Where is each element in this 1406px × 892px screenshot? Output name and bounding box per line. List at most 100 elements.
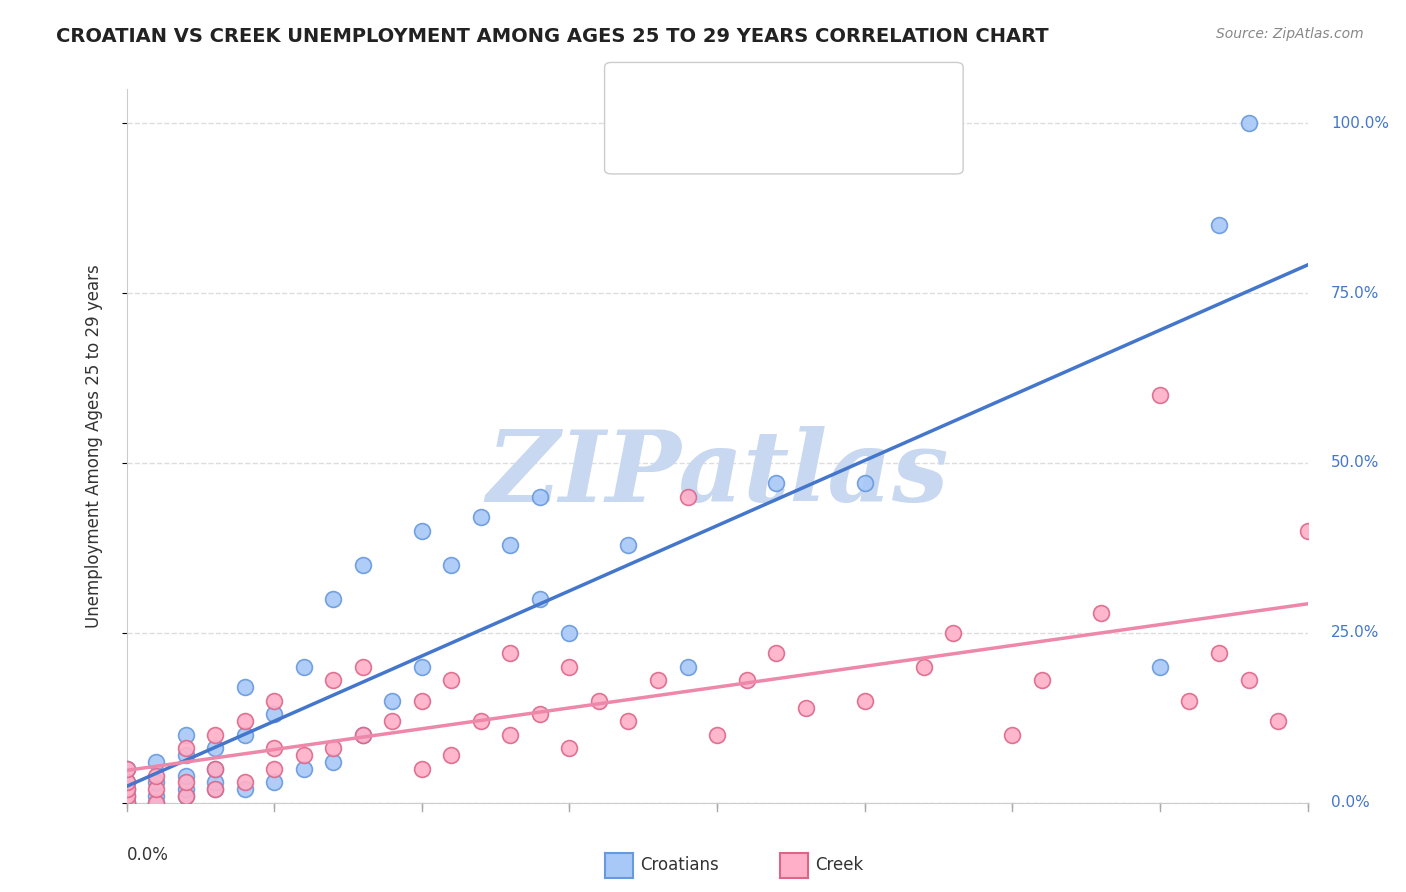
Point bbox=[352, 728, 374, 742]
Point bbox=[174, 748, 197, 763]
Point bbox=[204, 775, 226, 789]
Point bbox=[233, 680, 256, 694]
Point bbox=[470, 510, 492, 524]
Point bbox=[381, 714, 404, 729]
Point bbox=[558, 660, 581, 674]
Point bbox=[115, 775, 138, 789]
Text: Creek: Creek bbox=[815, 856, 863, 874]
Point bbox=[204, 782, 226, 797]
Point bbox=[115, 775, 138, 789]
Point bbox=[558, 741, 581, 756]
Point bbox=[794, 700, 817, 714]
Point bbox=[529, 707, 551, 722]
Text: 100.0%: 100.0% bbox=[1331, 116, 1389, 131]
Point bbox=[115, 762, 138, 776]
Point bbox=[440, 673, 463, 688]
Point bbox=[1001, 728, 1024, 742]
Text: R = 0.466   N = 55: R = 0.466 N = 55 bbox=[665, 126, 835, 144]
Point bbox=[499, 728, 522, 742]
Point bbox=[115, 796, 138, 810]
Point bbox=[115, 789, 138, 803]
Point bbox=[322, 591, 344, 606]
Point bbox=[233, 782, 256, 797]
Point bbox=[529, 591, 551, 606]
Point bbox=[706, 728, 728, 742]
Point bbox=[204, 741, 226, 756]
Y-axis label: Unemployment Among Ages 25 to 29 years: Unemployment Among Ages 25 to 29 years bbox=[84, 264, 103, 628]
Point bbox=[558, 626, 581, 640]
Point bbox=[381, 694, 404, 708]
Point bbox=[115, 762, 138, 776]
Point bbox=[617, 714, 640, 729]
Point bbox=[174, 769, 197, 783]
Point bbox=[1149, 660, 1171, 674]
Point bbox=[174, 775, 197, 789]
Point bbox=[499, 646, 522, 660]
Point bbox=[263, 694, 285, 708]
Point bbox=[1090, 606, 1112, 620]
Point bbox=[1208, 218, 1230, 232]
Text: 0.0%: 0.0% bbox=[127, 846, 169, 863]
Point bbox=[942, 626, 965, 640]
Point bbox=[145, 789, 167, 803]
Point bbox=[233, 775, 256, 789]
Text: 75.0%: 75.0% bbox=[1331, 285, 1379, 301]
Text: CROATIAN VS CREEK UNEMPLOYMENT AMONG AGES 25 TO 29 YEARS CORRELATION CHART: CROATIAN VS CREEK UNEMPLOYMENT AMONG AGE… bbox=[56, 27, 1049, 45]
Point bbox=[145, 782, 167, 797]
Point bbox=[115, 782, 138, 797]
Point bbox=[174, 789, 197, 803]
Point bbox=[765, 646, 787, 660]
Text: 25.0%: 25.0% bbox=[1331, 625, 1379, 640]
Point bbox=[853, 476, 876, 491]
Point bbox=[352, 558, 374, 572]
Point bbox=[263, 741, 285, 756]
Point bbox=[1237, 673, 1260, 688]
Text: ZIPatlas: ZIPatlas bbox=[486, 426, 948, 523]
Point bbox=[233, 714, 256, 729]
Point bbox=[617, 537, 640, 551]
Point bbox=[1149, 388, 1171, 402]
Point bbox=[470, 714, 492, 729]
Point bbox=[1208, 646, 1230, 660]
Point bbox=[145, 796, 167, 810]
Point bbox=[115, 796, 138, 810]
Point bbox=[322, 673, 344, 688]
Text: Croatians: Croatians bbox=[640, 856, 718, 874]
Point bbox=[292, 762, 315, 776]
Point bbox=[145, 769, 167, 783]
Point bbox=[912, 660, 935, 674]
Text: Source: ZipAtlas.com: Source: ZipAtlas.com bbox=[1216, 27, 1364, 41]
Point bbox=[647, 673, 669, 688]
Point bbox=[204, 782, 226, 797]
Point bbox=[145, 755, 167, 769]
Point bbox=[174, 728, 197, 742]
Point bbox=[735, 673, 758, 688]
Point bbox=[174, 741, 197, 756]
Point bbox=[352, 660, 374, 674]
Point bbox=[322, 741, 344, 756]
Point bbox=[115, 782, 138, 797]
Point bbox=[263, 775, 285, 789]
Point bbox=[115, 789, 138, 803]
Point bbox=[499, 537, 522, 551]
Point bbox=[115, 796, 138, 810]
Point bbox=[853, 694, 876, 708]
Point bbox=[1178, 694, 1201, 708]
Point bbox=[174, 789, 197, 803]
Point bbox=[322, 755, 344, 769]
Point bbox=[1267, 714, 1289, 729]
Point bbox=[440, 748, 463, 763]
Point bbox=[411, 660, 433, 674]
Point bbox=[292, 748, 315, 763]
Point bbox=[1237, 116, 1260, 130]
Point bbox=[676, 490, 699, 504]
Point bbox=[174, 782, 197, 797]
Point bbox=[263, 762, 285, 776]
Point bbox=[411, 694, 433, 708]
Point bbox=[204, 762, 226, 776]
Point bbox=[145, 796, 167, 810]
Point bbox=[204, 762, 226, 776]
Point bbox=[676, 660, 699, 674]
Point bbox=[529, 490, 551, 504]
Point bbox=[440, 558, 463, 572]
